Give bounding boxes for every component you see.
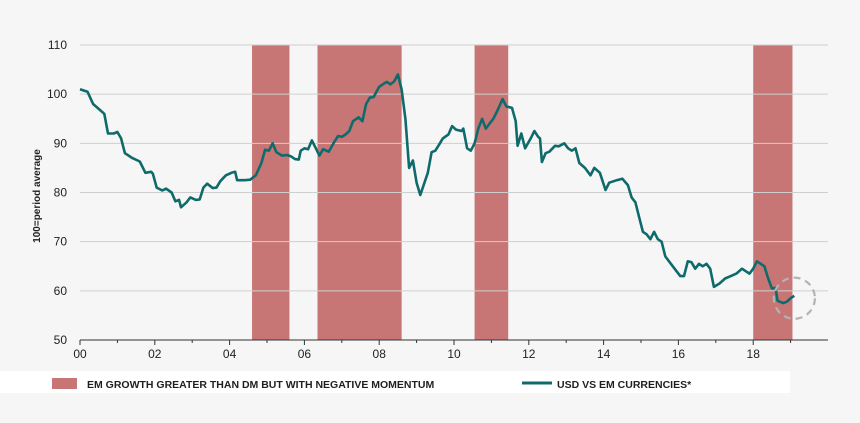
y-tick-label-70: 70: [54, 235, 68, 249]
y-tick-label-110: 110: [48, 38, 67, 52]
x-tick-label-08: 08: [373, 347, 387, 361]
y-tick-label-90: 90: [54, 136, 68, 150]
x-tick-label-00: 00: [73, 347, 87, 361]
y-axis-label: 100=period average: [32, 149, 43, 243]
y-tick-label-60: 60: [54, 284, 68, 298]
x-tick-label-18: 18: [747, 347, 761, 361]
x-tick-label-04: 04: [223, 347, 237, 361]
legend-label-series: USD VS EM CURRENCIES*: [557, 379, 692, 391]
x-tick-label-10: 10: [447, 347, 461, 361]
legend-label-shaded-period: EM GROWTH GREATER THAN DM BUT WITH NEGAT…: [87, 379, 435, 391]
legend: EM GROWTH GREATER THAN DM BUT WITH NEGAT…: [52, 378, 692, 391]
y-tick-label-100: 100: [47, 87, 67, 101]
x-tick-label-12: 12: [522, 347, 536, 361]
series-line-1: [79, 73, 796, 305]
series-group: [79, 73, 796, 305]
x-tick-label-14: 14: [597, 347, 611, 361]
x-tick-label-16: 16: [672, 347, 686, 361]
x-tick-label-02: 02: [148, 347, 162, 361]
annotation-group: [772, 276, 817, 320]
highlight-circle: [772, 276, 817, 320]
y-tick-label-50: 50: [54, 333, 68, 347]
axes: 50 60 70 80 90 100 110 00 02 04 06 08 10 12 14 16 18: [47, 38, 828, 361]
y-tick-label-80: 80: [54, 186, 68, 200]
grid-lines: [80, 44, 828, 292]
legend-swatch-shaded-period: [52, 378, 77, 389]
legend-background: [0, 371, 790, 393]
x-tick-label-06: 06: [298, 347, 312, 361]
